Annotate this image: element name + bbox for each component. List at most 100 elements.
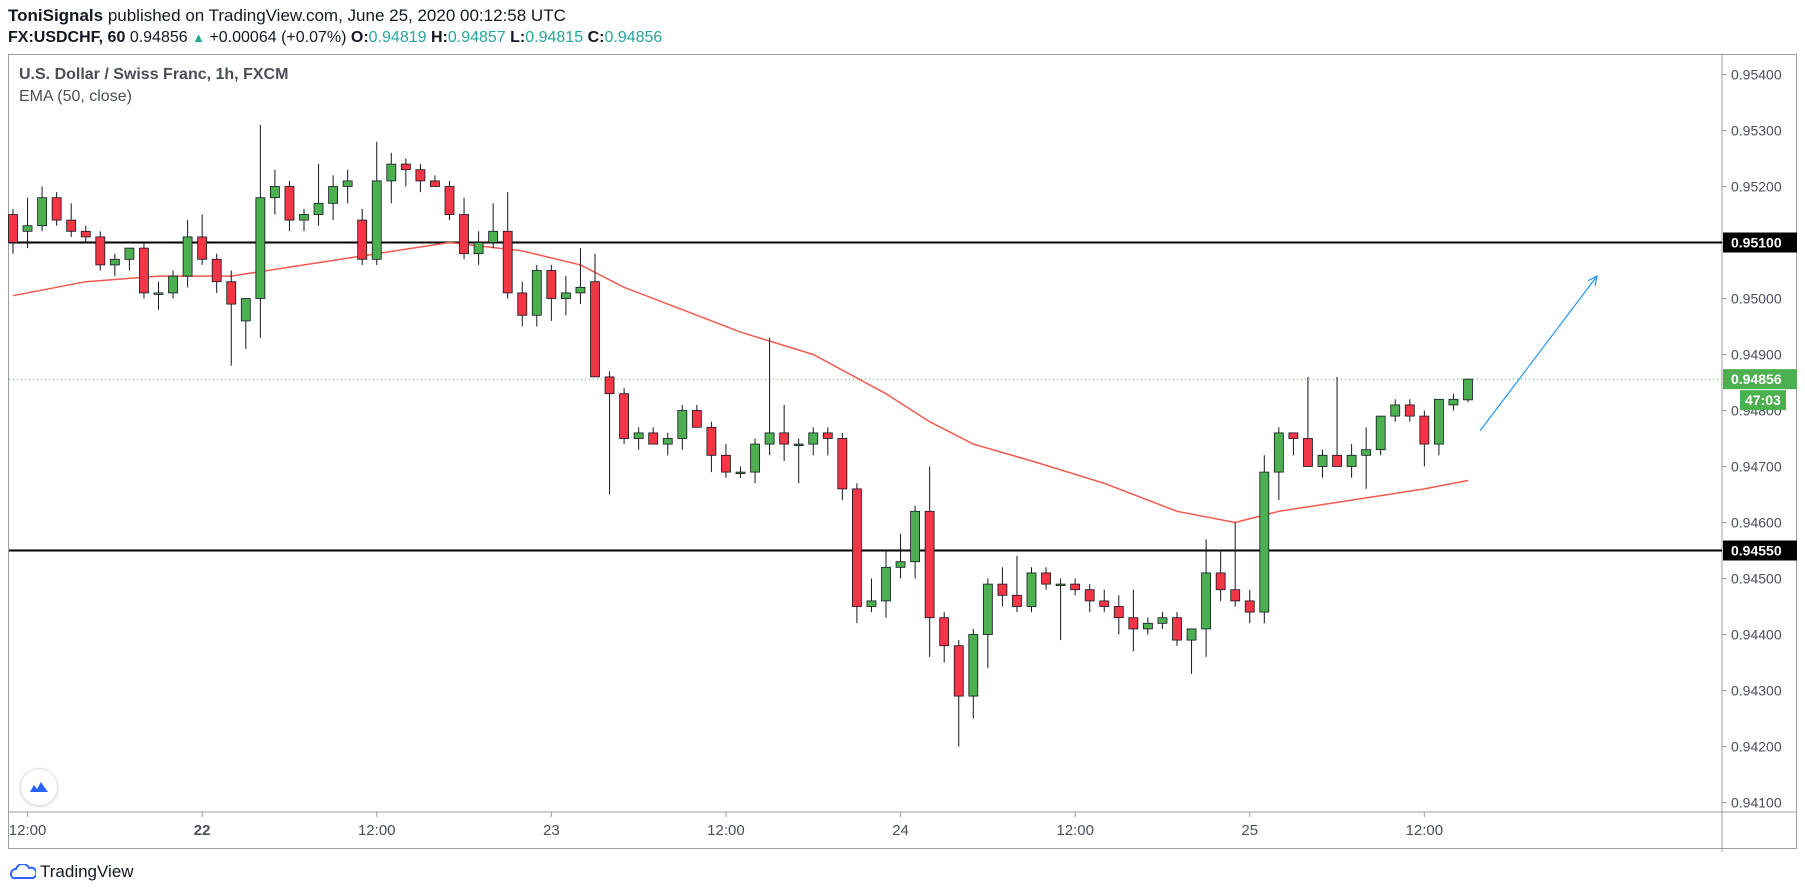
candle-body[interactable] xyxy=(968,634,979,697)
candle-body[interactable] xyxy=(37,197,47,227)
candle-body[interactable] xyxy=(1084,589,1095,602)
candle-body[interactable] xyxy=(473,242,484,255)
candle-body[interactable] xyxy=(721,454,731,473)
candle-body[interactable] xyxy=(619,393,629,439)
candle-body[interactable] xyxy=(299,214,309,221)
candle-body[interactable] xyxy=(561,292,571,299)
candle-body[interactable] xyxy=(590,281,600,378)
candle-body[interactable] xyxy=(1128,617,1139,630)
candle-body[interactable] xyxy=(531,270,542,316)
candle-body[interactable] xyxy=(662,438,673,445)
candle-body[interactable] xyxy=(866,600,877,607)
candle-body[interactable] xyxy=(691,410,702,428)
candle-body[interactable] xyxy=(648,432,659,445)
candle-body[interactable] xyxy=(1288,432,1299,439)
candle-body[interactable] xyxy=(51,197,62,221)
candle-body[interactable] xyxy=(95,236,106,266)
candle-body[interactable] xyxy=(1099,600,1110,607)
candle-body[interactable] xyxy=(939,617,950,647)
indicator-legend[interactable]: EMA (50, close) xyxy=(19,88,132,105)
footer-brand[interactable]: TradingView xyxy=(10,862,134,882)
candle-body[interactable] xyxy=(1186,628,1197,641)
candle-body[interactable] xyxy=(357,219,368,260)
candle-body[interactable] xyxy=(633,432,644,439)
candle-body[interactable] xyxy=(459,214,469,255)
candle-body[interactable] xyxy=(488,230,499,243)
candle-body[interactable] xyxy=(371,180,382,260)
candle-body[interactable] xyxy=(1404,404,1415,417)
candle-body[interactable] xyxy=(502,230,513,294)
candle-body[interactable] xyxy=(1172,617,1182,641)
candle-body[interactable] xyxy=(124,247,135,260)
ema-line[interactable] xyxy=(12,241,1469,524)
candle-body[interactable] xyxy=(1201,572,1211,630)
candle-body[interactable] xyxy=(793,443,804,447)
candle-body[interactable] xyxy=(1026,572,1037,607)
candle-body[interactable] xyxy=(546,270,557,299)
projection-arrow-line[interactable] xyxy=(1479,275,1598,432)
candle-body[interactable] xyxy=(706,426,717,456)
candle-body[interactable] xyxy=(1041,572,1051,585)
candle-body[interactable] xyxy=(1244,600,1255,613)
candle-body[interactable] xyxy=(1259,471,1270,613)
candle-body[interactable] xyxy=(386,163,397,182)
candle-body[interactable] xyxy=(1434,398,1444,445)
candle-body[interactable] xyxy=(852,488,862,607)
candle-body[interactable] xyxy=(764,432,775,445)
candle-body[interactable] xyxy=(1230,589,1241,602)
candle-body[interactable] xyxy=(1143,622,1153,630)
candle-body[interactable] xyxy=(997,583,1008,596)
tradingview-logo-button[interactable] xyxy=(20,768,58,806)
candle-body[interactable] xyxy=(735,471,746,475)
candle-body[interactable] xyxy=(284,186,295,221)
candle-body[interactable] xyxy=(211,258,222,283)
candle-body[interactable] xyxy=(66,219,77,232)
candle-body[interactable] xyxy=(779,432,790,445)
candle-body[interactable] xyxy=(255,197,266,299)
candle-body[interactable] xyxy=(837,438,848,490)
candle-body[interactable] xyxy=(1390,404,1401,417)
candle-body[interactable] xyxy=(197,236,208,260)
candle-body[interactable] xyxy=(604,376,615,395)
candle-body[interactable] xyxy=(750,443,760,473)
candle-body[interactable] xyxy=(342,180,353,187)
candle-body[interactable] xyxy=(1157,617,1168,624)
candle-body[interactable] xyxy=(1448,398,1459,406)
candle-body[interactable] xyxy=(1012,594,1022,607)
candle-body[interactable] xyxy=(240,298,251,322)
candle-body[interactable] xyxy=(1215,572,1226,591)
candle-body[interactable] xyxy=(575,286,586,294)
candle-body[interactable] xyxy=(1346,454,1357,467)
candle-body[interactable] xyxy=(400,163,411,171)
candle-body[interactable] xyxy=(982,583,993,635)
candle-body[interactable] xyxy=(910,510,920,563)
candle-body[interactable] xyxy=(677,410,688,439)
candle-body[interactable] xyxy=(1463,378,1473,401)
candle-body[interactable] xyxy=(1317,454,1328,467)
candle-body[interactable] xyxy=(430,180,440,187)
candle-body[interactable] xyxy=(1113,606,1124,619)
candle-body[interactable] xyxy=(1361,449,1372,456)
candle-body[interactable] xyxy=(182,236,193,277)
candle-body[interactable] xyxy=(924,510,935,619)
candle-body[interactable] xyxy=(1070,583,1081,591)
candle-body[interactable] xyxy=(895,561,906,568)
candle-body[interactable] xyxy=(415,169,426,182)
candle-body[interactable] xyxy=(1375,415,1386,451)
publisher-name[interactable]: ToniSignals xyxy=(8,6,104,25)
candle-body[interactable] xyxy=(822,432,833,439)
candle-body[interactable] xyxy=(328,186,339,204)
candle-body[interactable] xyxy=(517,292,528,316)
candle-body[interactable] xyxy=(153,292,164,295)
candle-body[interactable] xyxy=(80,230,91,238)
candle-body[interactable] xyxy=(269,186,280,199)
candle-body[interactable] xyxy=(1419,415,1430,445)
candle-body[interactable] xyxy=(226,281,237,305)
candle-body[interactable] xyxy=(808,432,819,445)
candle-body[interactable] xyxy=(313,202,324,215)
candle-body[interactable] xyxy=(139,247,149,294)
candle-body[interactable] xyxy=(8,214,18,243)
candle-body[interactable] xyxy=(168,275,178,294)
candle-body[interactable] xyxy=(1273,432,1284,473)
